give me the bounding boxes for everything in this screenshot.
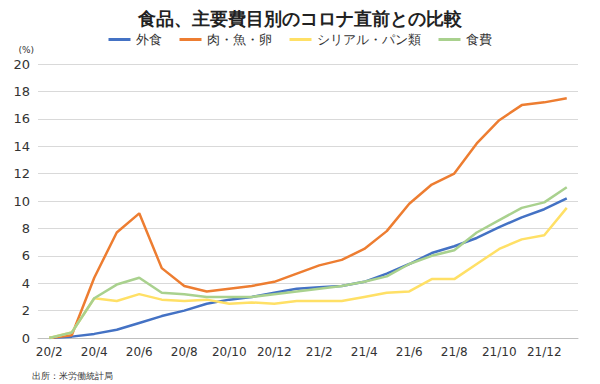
svg-text:21/4: 21/4 [351, 345, 378, 359]
svg-text:出所：米労働統計局: 出所：米労働統計局 [32, 371, 113, 381]
svg-text:シリアル・パン類: シリアル・パン類 [317, 32, 421, 47]
svg-text:食品、主要費目別のコロナ直前との比較: 食品、主要費目別のコロナ直前との比較 [137, 8, 463, 29]
svg-text:食費: 食費 [466, 32, 492, 47]
svg-text:21/12: 21/12 [527, 345, 562, 359]
svg-text:20/8: 20/8 [171, 345, 198, 359]
svg-text:20/6: 20/6 [126, 345, 153, 359]
svg-text:12: 12 [13, 166, 30, 181]
svg-text:4: 4 [22, 276, 30, 291]
svg-text:2: 2 [22, 303, 30, 318]
svg-text:14: 14 [13, 139, 30, 154]
svg-text:6: 6 [22, 248, 30, 263]
svg-text:20/4: 20/4 [81, 345, 108, 359]
svg-text:20/2: 20/2 [36, 345, 63, 359]
svg-text:肉・魚・卵: 肉・魚・卵 [207, 32, 272, 47]
svg-text:10: 10 [13, 194, 30, 209]
svg-text:0: 0 [22, 331, 30, 346]
svg-text:21/8: 21/8 [441, 345, 468, 359]
svg-text:20: 20 [13, 57, 30, 72]
svg-text:(%): (%) [18, 45, 34, 55]
svg-text:20/12: 20/12 [257, 345, 292, 359]
svg-text:20/10: 20/10 [212, 345, 247, 359]
svg-text:21/6: 21/6 [396, 345, 423, 359]
svg-text:外食: 外食 [136, 32, 162, 47]
svg-text:16: 16 [13, 111, 30, 126]
svg-text:18: 18 [13, 84, 30, 99]
svg-text:21/10: 21/10 [482, 345, 517, 359]
svg-text:8: 8 [22, 221, 30, 236]
svg-text:21/2: 21/2 [306, 345, 333, 359]
